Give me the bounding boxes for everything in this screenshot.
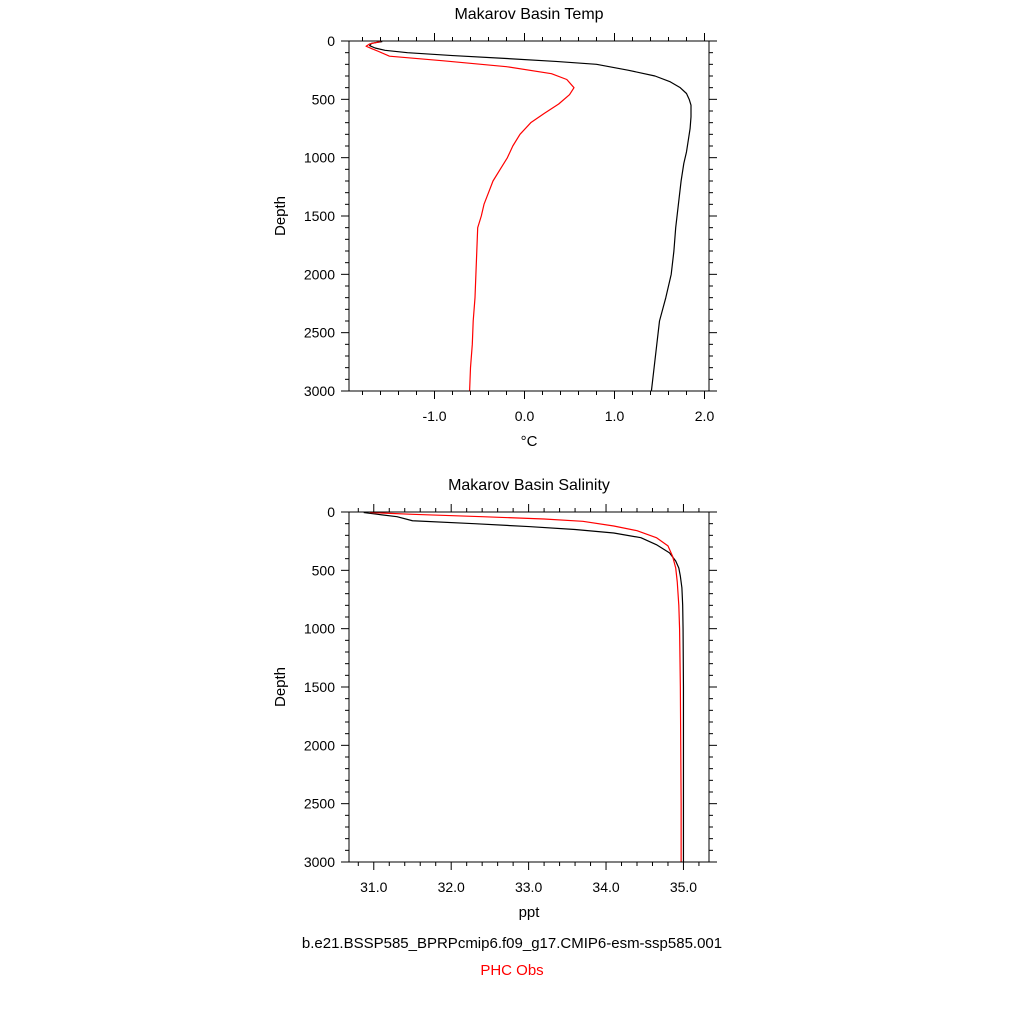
y-axis-label: Depth: [272, 667, 289, 707]
x-tick-label: 34.0: [592, 879, 619, 895]
x-tick-label: 35.0: [670, 879, 697, 895]
y-tick-label: 2000: [304, 266, 335, 282]
y-tick-label: 500: [312, 562, 336, 578]
temp-panel: Makarov Basin Temp 0 500 1000 1500 2000 2500 30…: [272, 6, 717, 450]
chart-title: Makarov Basin Temp: [454, 6, 603, 23]
y-tick-label: 3000: [304, 383, 335, 399]
x-axis-label: °C: [521, 433, 538, 450]
y-tick-label: 3000: [304, 854, 335, 870]
x-tick-label: 0.0: [515, 408, 535, 424]
y-tick-label: 2500: [304, 325, 335, 341]
x-axis-label: ppt: [519, 904, 541, 921]
chart-title: Makarov Basin Salinity: [448, 477, 610, 494]
y-tick-label: 1000: [304, 150, 335, 166]
plot-frame: [348, 40, 710, 392]
y-tick-label: 0: [327, 33, 335, 49]
y-tick-label: 1500: [304, 208, 335, 224]
obs-caption: PHC Obs: [480, 962, 544, 979]
x-tick-label: 1.0: [605, 408, 625, 424]
x-tick-label: 2.0: [695, 408, 715, 424]
x-tick-label: 33.0: [515, 879, 542, 895]
y-tick-label: 1500: [304, 679, 335, 695]
y-tick-label: 2500: [304, 796, 335, 812]
obs-series-line: [369, 511, 682, 862]
y-tick-label: 1000: [304, 621, 335, 637]
y-tick-label: 2000: [304, 737, 335, 753]
y-tick-label: 500: [312, 91, 336, 107]
model-series-line: [363, 511, 685, 862]
x-tick-label: 32.0: [438, 879, 465, 895]
x-tick-label: -1.0: [422, 408, 446, 424]
y-tick-label: 0: [327, 504, 335, 520]
plot-frame: [348, 511, 710, 863]
model-series-line: [369, 40, 692, 392]
salinity-panel: Makarov Basin Salinity 0 500 1000 1500 2000 25…: [272, 477, 717, 921]
obs-series-line: [365, 40, 575, 392]
y-axis-label: Depth: [272, 196, 289, 236]
model-run-caption: b.e21.BSSP585_BPRPcmip6.f09_g17.CMIP6-es…: [301, 935, 723, 952]
x-tick-label: 31.0: [360, 879, 387, 895]
